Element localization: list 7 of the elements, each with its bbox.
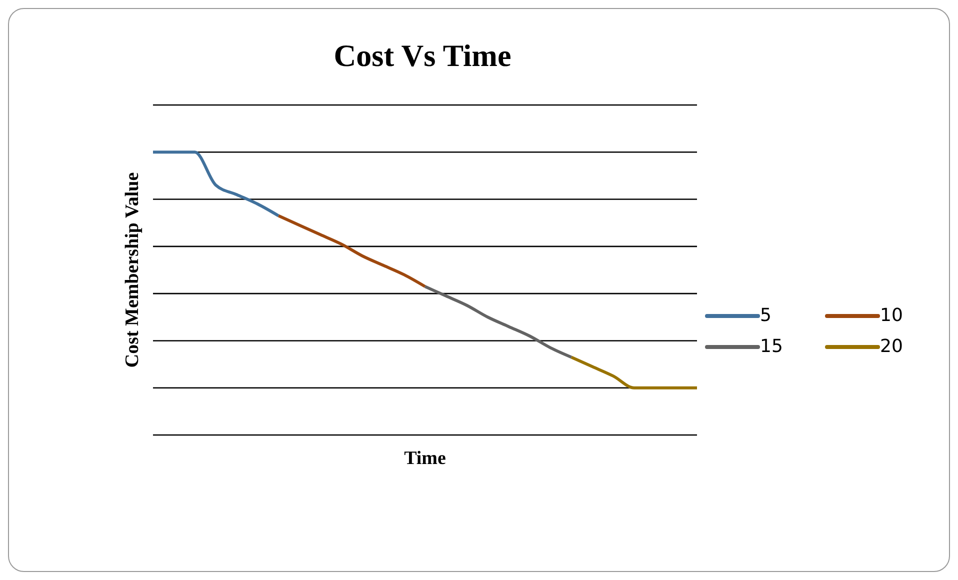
- y-axis-title: Cost Membership Value: [122, 172, 144, 368]
- legend-label: 5: [760, 305, 772, 326]
- legend-label: 20: [880, 336, 903, 357]
- legend-label: 15: [760, 336, 783, 357]
- legend-label: 10: [880, 305, 903, 326]
- chart-title: Cost Vs Time: [332, 38, 512, 74]
- x-axis-title: Time: [403, 448, 447, 470]
